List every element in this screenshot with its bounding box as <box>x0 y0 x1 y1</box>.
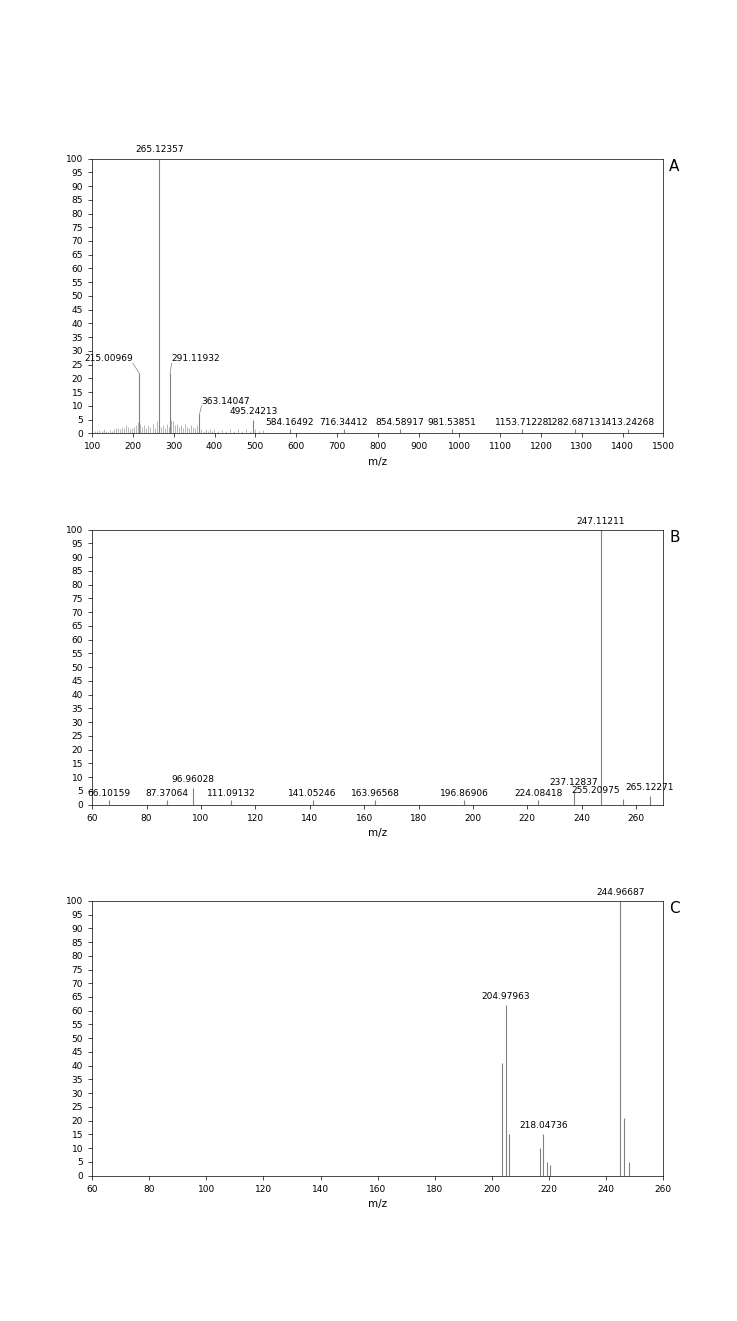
Text: 854.58917: 854.58917 <box>376 417 425 427</box>
Text: 265.12357: 265.12357 <box>135 145 184 155</box>
X-axis label: m/z: m/z <box>368 1199 387 1209</box>
X-axis label: m/z: m/z <box>368 828 387 838</box>
Text: 87.37064: 87.37064 <box>145 789 188 798</box>
Text: 163.96568: 163.96568 <box>351 789 399 798</box>
Text: 66.10159: 66.10159 <box>87 789 130 798</box>
Text: 244.96687: 244.96687 <box>596 888 645 897</box>
Text: 255.20975: 255.20975 <box>571 786 620 795</box>
Text: A: A <box>669 159 680 173</box>
Text: 204.97963: 204.97963 <box>482 992 531 1001</box>
Text: 218.04736: 218.04736 <box>519 1122 567 1131</box>
Text: 495.24213: 495.24213 <box>229 407 278 416</box>
Text: 215.00969: 215.00969 <box>84 354 133 363</box>
Text: 196.86906: 196.86906 <box>440 789 489 798</box>
Text: 96.96028: 96.96028 <box>171 775 214 783</box>
Text: 1153.71228: 1153.71228 <box>495 417 549 427</box>
Text: 1282.68713: 1282.68713 <box>548 417 602 427</box>
X-axis label: m/z: m/z <box>368 457 387 468</box>
Text: B: B <box>669 530 680 544</box>
Text: 291.11932: 291.11932 <box>172 354 220 363</box>
Text: 363.14047: 363.14047 <box>201 396 250 406</box>
Text: 141.05246: 141.05246 <box>288 789 337 798</box>
Text: 981.53851: 981.53851 <box>427 417 476 427</box>
Text: 237.12837: 237.12837 <box>550 778 598 787</box>
Text: C: C <box>669 901 680 915</box>
Text: 247.11211: 247.11211 <box>577 517 625 526</box>
Text: 111.09132: 111.09132 <box>206 789 256 798</box>
Text: 716.34412: 716.34412 <box>319 417 368 427</box>
Text: 1413.24268: 1413.24268 <box>601 417 655 427</box>
Text: 224.08418: 224.08418 <box>514 789 562 798</box>
Text: 265.12271: 265.12271 <box>626 783 674 793</box>
Text: 584.16492: 584.16492 <box>265 417 314 427</box>
